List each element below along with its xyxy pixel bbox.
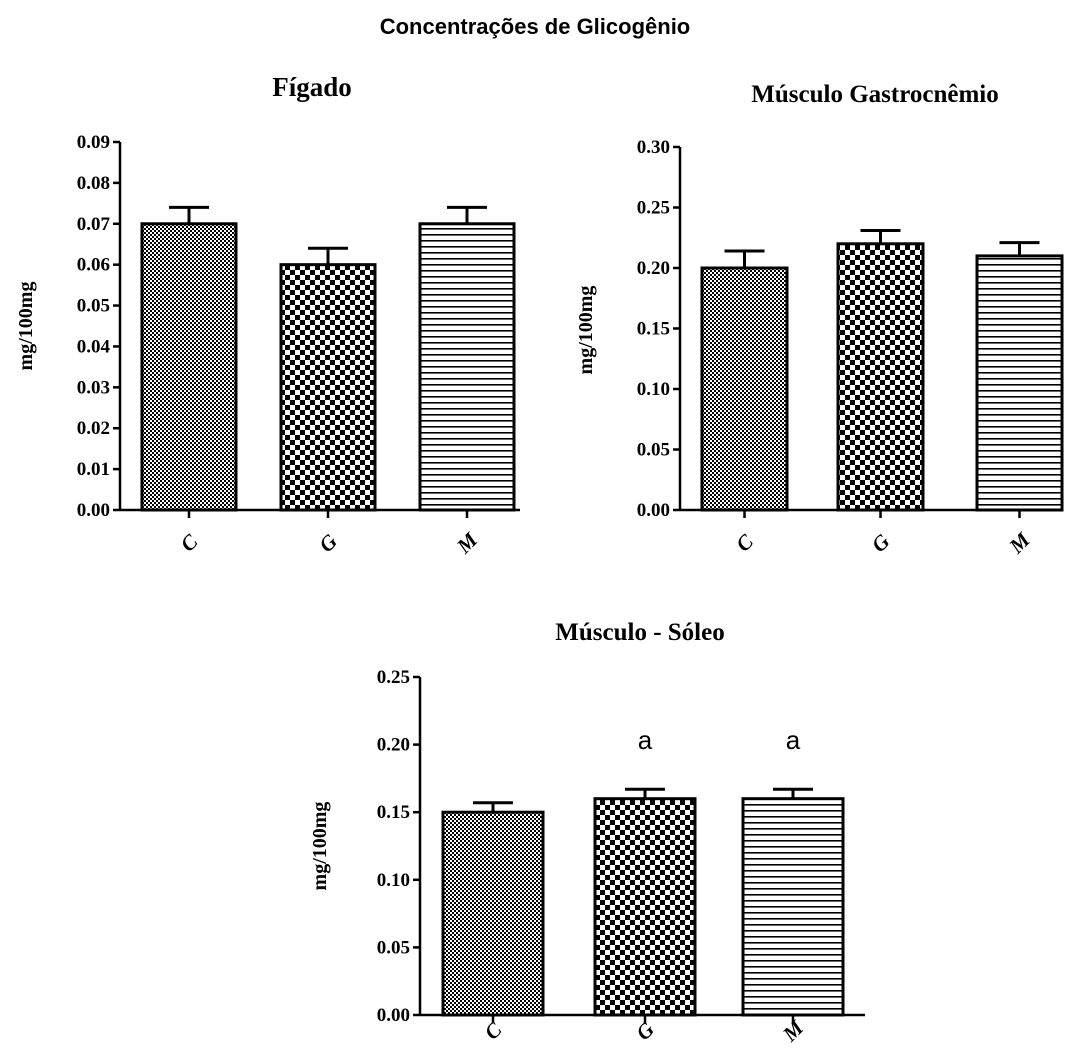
y-tick-label: 0.25: [637, 198, 670, 219]
bar-g: [593, 797, 697, 1017]
figure-title: Concentrações de Glicogênio: [379, 14, 691, 39]
y-tick-label: 0.30: [637, 137, 670, 158]
y-tick-label: 0.03: [77, 377, 110, 398]
x-tick-label: M: [451, 527, 483, 559]
x-tick-label: C: [176, 529, 204, 557]
y-tick-label: 0.20: [377, 735, 410, 756]
y-tick-label: 0.01: [77, 459, 110, 480]
bar-m: [418, 222, 516, 512]
chart-figado: Fígado mg/100mg 0.00 0.01 0.02 0.03 0.04 0.05 0.…: [15, 72, 520, 559]
chart-title: Músculo Gastrocnêmio: [751, 81, 998, 108]
y-tick-label: 0.08: [77, 173, 110, 194]
y-tick-label: 0.09: [77, 132, 110, 153]
significance-label: a: [786, 725, 801, 755]
chart-gastrocnemio: Músculo Gastrocnêmio mg/100mg 0.00 0.05 0.10…: [575, 81, 1064, 559]
y-tick-label: 0.20: [637, 258, 670, 279]
bar-c: [700, 266, 789, 512]
y-tick-label: 0.25: [377, 667, 410, 688]
chart-soleo: Músculo - Sóleo mg/100mg 0.00 0.05 0.10 0.15 0…: [309, 619, 865, 1047]
y-tick-label: 0.02: [77, 418, 110, 439]
y-tick-label: 0.05: [77, 296, 110, 317]
bar-g: [279, 263, 377, 512]
x-tick-label: G: [867, 529, 895, 557]
y-tick-label: 0.05: [377, 937, 410, 958]
x-tick-label: G: [314, 529, 342, 557]
y-axis-label: mg/100mg: [309, 802, 331, 891]
x-tick-label: M: [1004, 527, 1036, 559]
y-tick-label: 0.10: [637, 379, 670, 400]
y-tick-label: 0.07: [77, 214, 111, 235]
significance-label: a: [638, 725, 653, 755]
y-tick-label: 0.15: [637, 319, 670, 340]
bar-m: [975, 254, 1064, 512]
x-tick-label: G: [631, 1017, 659, 1045]
x-tick-label: M: [777, 1015, 809, 1047]
y-tick-label: 0.00: [77, 500, 110, 521]
y-tick-label: 0.15: [377, 802, 410, 823]
chart-title: Músculo - Sóleo: [555, 619, 724, 646]
bar-m: [741, 797, 845, 1017]
x-tick-label: C: [731, 529, 759, 557]
y-tick-label: 0.05: [637, 440, 670, 461]
y-tick-label: 0.00: [637, 500, 670, 521]
y-axis-label: mg/100mg: [575, 286, 597, 375]
y-tick-label: 0.00: [377, 1005, 410, 1026]
bar-c: [441, 810, 545, 1017]
y-tick-label: 0.06: [77, 255, 110, 276]
y-tick-label: 0.10: [377, 870, 410, 891]
y-axis-label: mg/100mg: [15, 282, 37, 371]
chart-title: Fígado: [272, 72, 352, 102]
bar-g: [836, 242, 925, 512]
bar-c: [140, 222, 238, 512]
y-tick-label: 0.04: [77, 336, 111, 357]
